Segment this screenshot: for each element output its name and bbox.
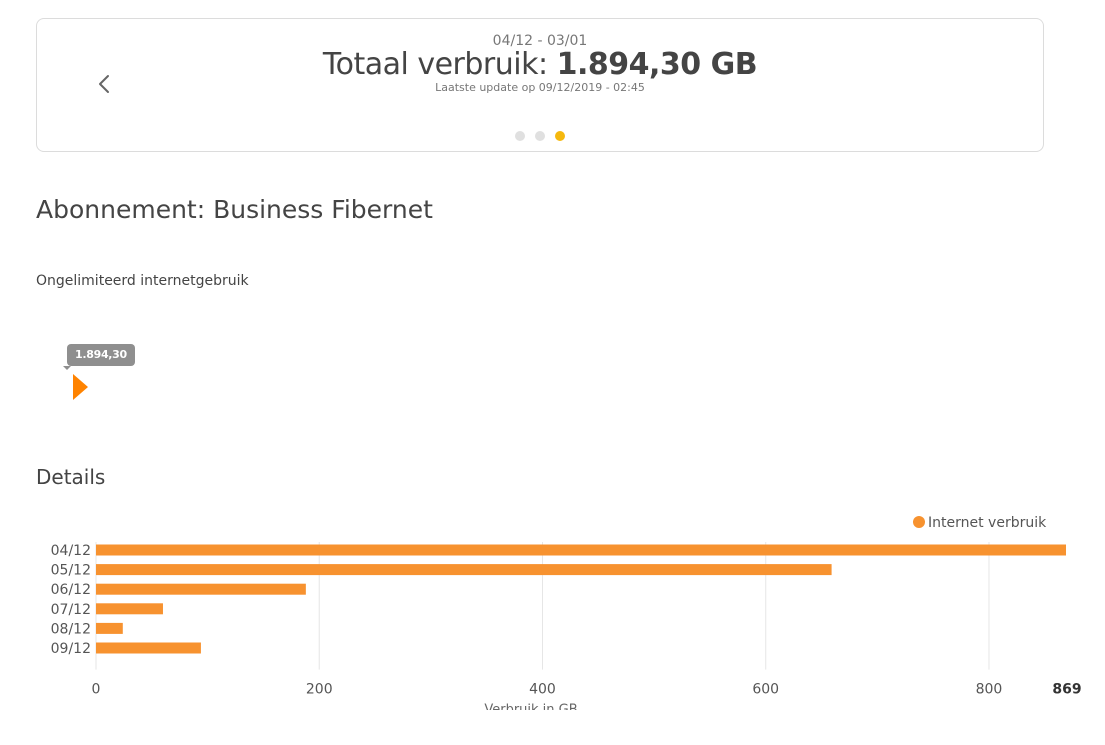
usage-bar-chart: 0 200 400 600 800 869 04/12 05/12 06/12 07/12 08/1… (51, 515, 1082, 710)
carousel-dot-2[interactable] (535, 131, 545, 141)
details-heading: Details (36, 465, 106, 489)
subscription-label: Abonnement: (36, 195, 206, 224)
usage-bubble: 1.894,30 (67, 344, 135, 366)
category-label-07-12: 07/12 (51, 602, 91, 618)
category-label-05-12: 05/12 (51, 563, 91, 579)
bar-04-12 (96, 544, 1066, 556)
category-label-08-12: 08/12 (51, 621, 91, 637)
chart-labels: 0 200 400 600 800 869 04/12 05/12 06/12 07/12 08/1… (51, 543, 1082, 710)
usage-summary-card: 04/12 - 03/01 Totaal verbruik: 1.894,30 … (36, 18, 1044, 152)
bar-08-12 (96, 622, 123, 634)
bar-07-12 (96, 603, 163, 615)
chart-grid (95, 542, 990, 670)
x-max-label: 869 (1052, 682, 1081, 698)
bar-06-12 (96, 583, 306, 595)
carousel-dot-1[interactable] (515, 131, 525, 141)
total-usage-label: Totaal verbruik: (322, 47, 557, 82)
chart-legend[interactable]: Internet verbruik (913, 515, 1047, 531)
bar-05-12 (96, 564, 832, 576)
x-tick-label-400: 400 (529, 682, 556, 698)
previous-period-button[interactable] (89, 69, 119, 99)
category-label-06-12: 06/12 (51, 582, 91, 598)
category-label-09-12: 09/12 (51, 641, 91, 657)
last-update-text: Laatste update op 09/12/2019 - 02:45 (435, 81, 645, 94)
total-usage: Totaal verbruik: 1.894,30 GB (37, 47, 1043, 82)
x-tick-label-200: 200 (306, 682, 333, 698)
bar-09-12 (96, 642, 201, 654)
date-range: 04/12 - 03/01 (492, 33, 588, 49)
x-tick-label-600: 600 (752, 682, 779, 698)
subscription-name: Business Fibernet (213, 195, 433, 224)
chart-bars (96, 544, 1066, 654)
x-axis-title: Verbruik in GB (484, 703, 577, 710)
usage-bubble-tail (63, 366, 71, 370)
usage-marker-icon (73, 374, 88, 400)
legend-label-internet-verbruik: Internet verbruik (928, 515, 1047, 531)
category-label-04-12: 04/12 (51, 543, 91, 559)
carousel-dot-3[interactable] (555, 131, 565, 141)
legend-marker (913, 516, 925, 528)
carousel-dots (37, 131, 1043, 141)
plan-description: Ongelimiteerd internetgebruik (36, 273, 249, 289)
total-usage-value: 1.894,30 GB (556, 47, 758, 82)
x-tick-label-0: 0 (92, 682, 101, 698)
subscription-title: Abonnement: Business Fibernet (36, 195, 433, 224)
chevron-left-icon (99, 75, 109, 93)
x-tick-label-800: 800 (976, 682, 1003, 698)
